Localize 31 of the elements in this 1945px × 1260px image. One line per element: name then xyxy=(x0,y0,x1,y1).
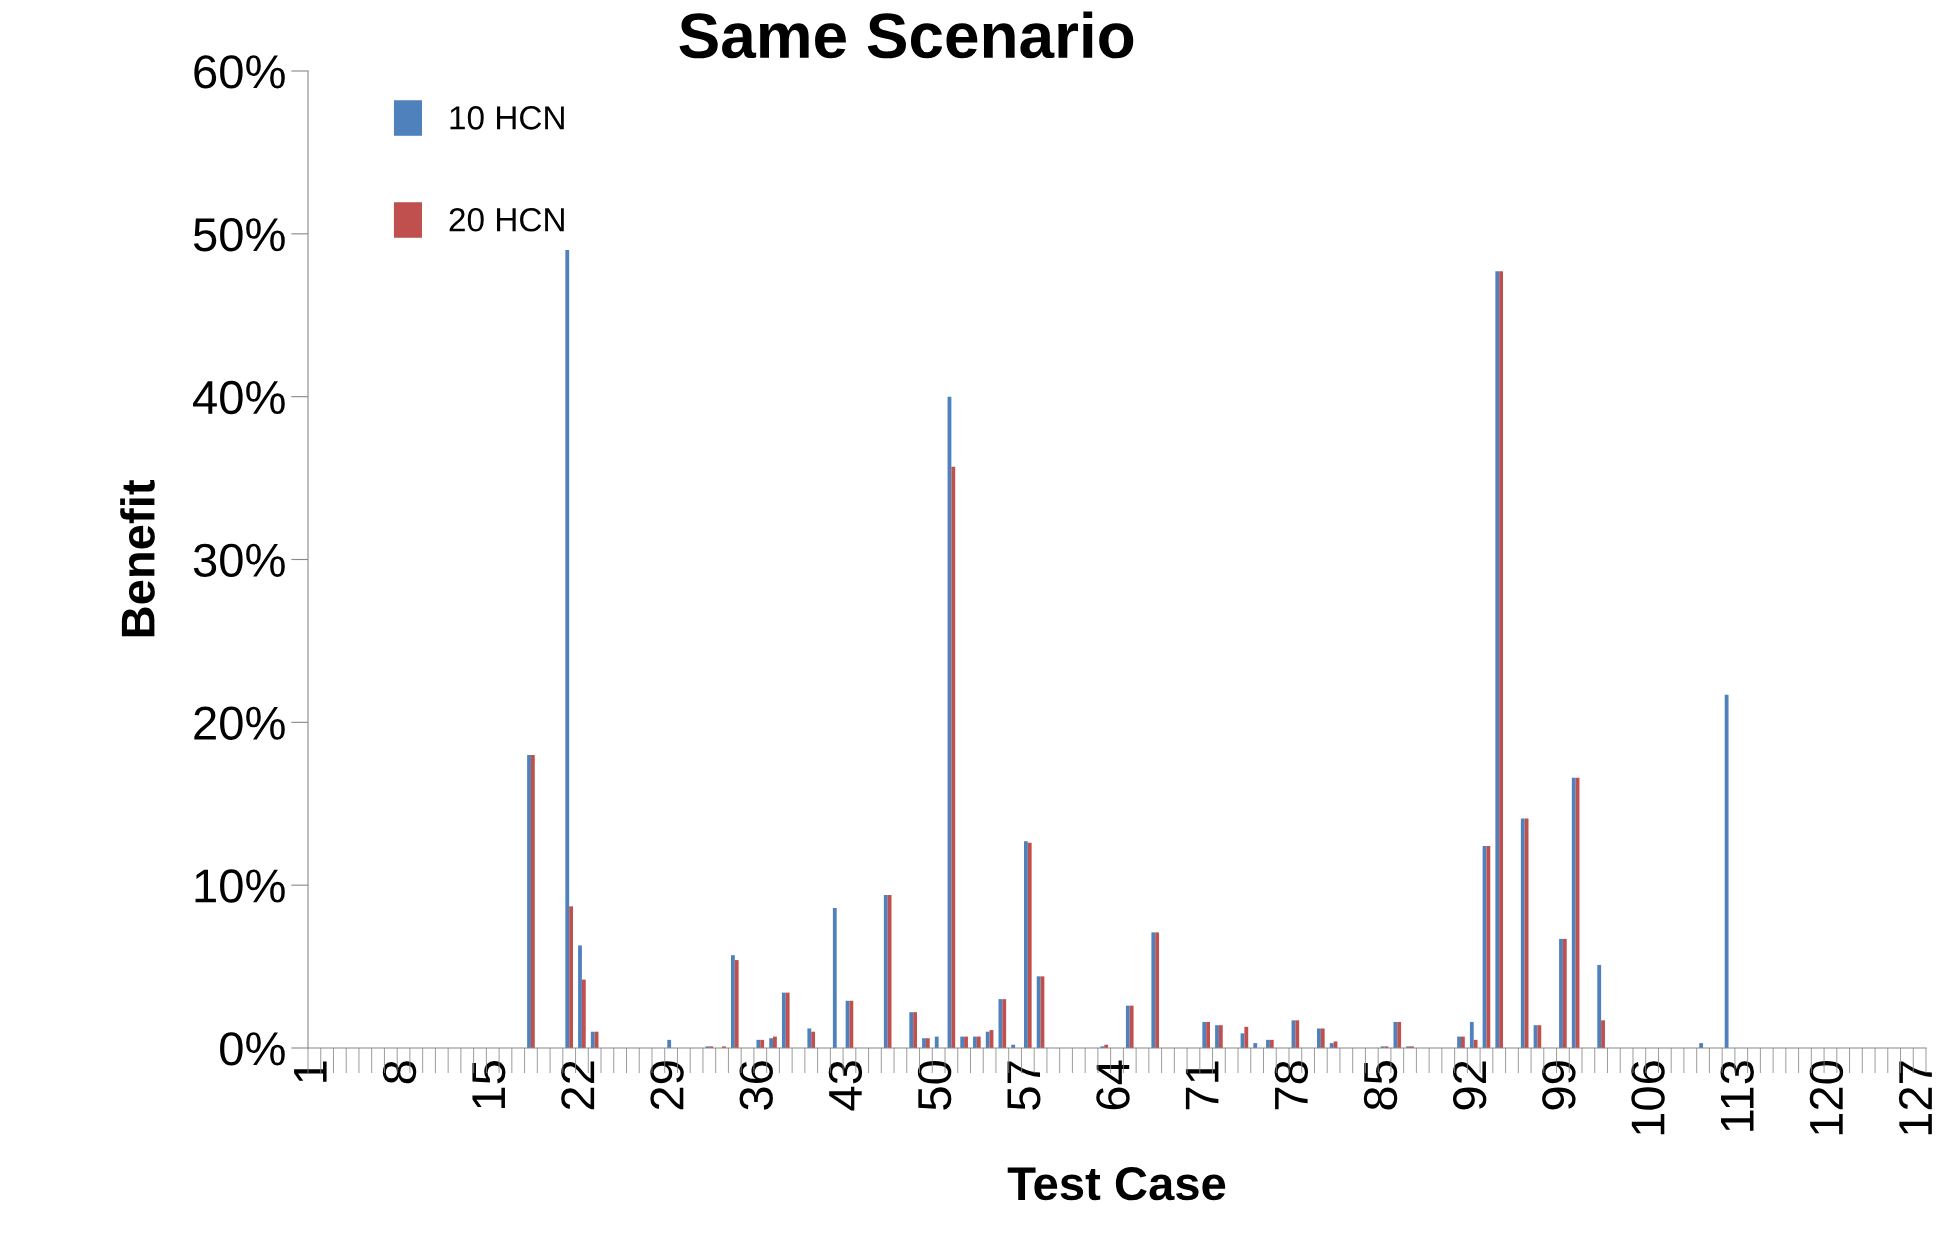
legend-label: 10 HCN xyxy=(450,106,564,130)
y-tick-label: 0% xyxy=(220,1032,285,1066)
x-tick-label: 36 xyxy=(739,1061,773,1110)
x-tick-label: 71 xyxy=(1185,1061,1219,1110)
x-tick-label: 106 xyxy=(1631,1061,1665,1135)
x-tick-label: 1 xyxy=(294,1061,327,1082)
x-tick-label: 8 xyxy=(382,1061,417,1084)
x-tick-label: 78 xyxy=(1274,1061,1309,1110)
y-tick-label: 30% xyxy=(193,543,285,578)
x-tick-label: 113 xyxy=(1720,1061,1754,1131)
x-tick-label: 15 xyxy=(472,1061,506,1109)
chart-title: Same Scenario xyxy=(679,11,1134,59)
legend-label: 20 HCN xyxy=(449,207,564,232)
x-tick-label: 29 xyxy=(650,1061,684,1110)
x-tick-label: 64 xyxy=(1096,1060,1130,1110)
x-tick-label: 22 xyxy=(561,1061,595,1110)
x-tick-label: 43 xyxy=(828,1061,863,1111)
x-tick-label: 127 xyxy=(1898,1061,1932,1135)
y-tick-label: 20% xyxy=(194,706,285,740)
x-tick-label: 120 xyxy=(1809,1060,1844,1135)
x-tick-label: 85 xyxy=(1363,1061,1398,1110)
y-tick-label: 10% xyxy=(195,869,285,903)
x-axis-title: Test Case xyxy=(1007,1166,1226,1201)
y-tick-label: 60% xyxy=(194,55,285,89)
y-tick-label: 50% xyxy=(193,217,285,252)
x-tick-label: 50 xyxy=(917,1060,952,1110)
x-tick-label: 99 xyxy=(1542,1061,1576,1110)
x-tick-label: 57 xyxy=(1007,1061,1041,1110)
y-axis-title: Benefit xyxy=(120,480,155,637)
x-tick-label: 92 xyxy=(1452,1061,1487,1110)
y-tick-label: 40% xyxy=(193,380,285,415)
